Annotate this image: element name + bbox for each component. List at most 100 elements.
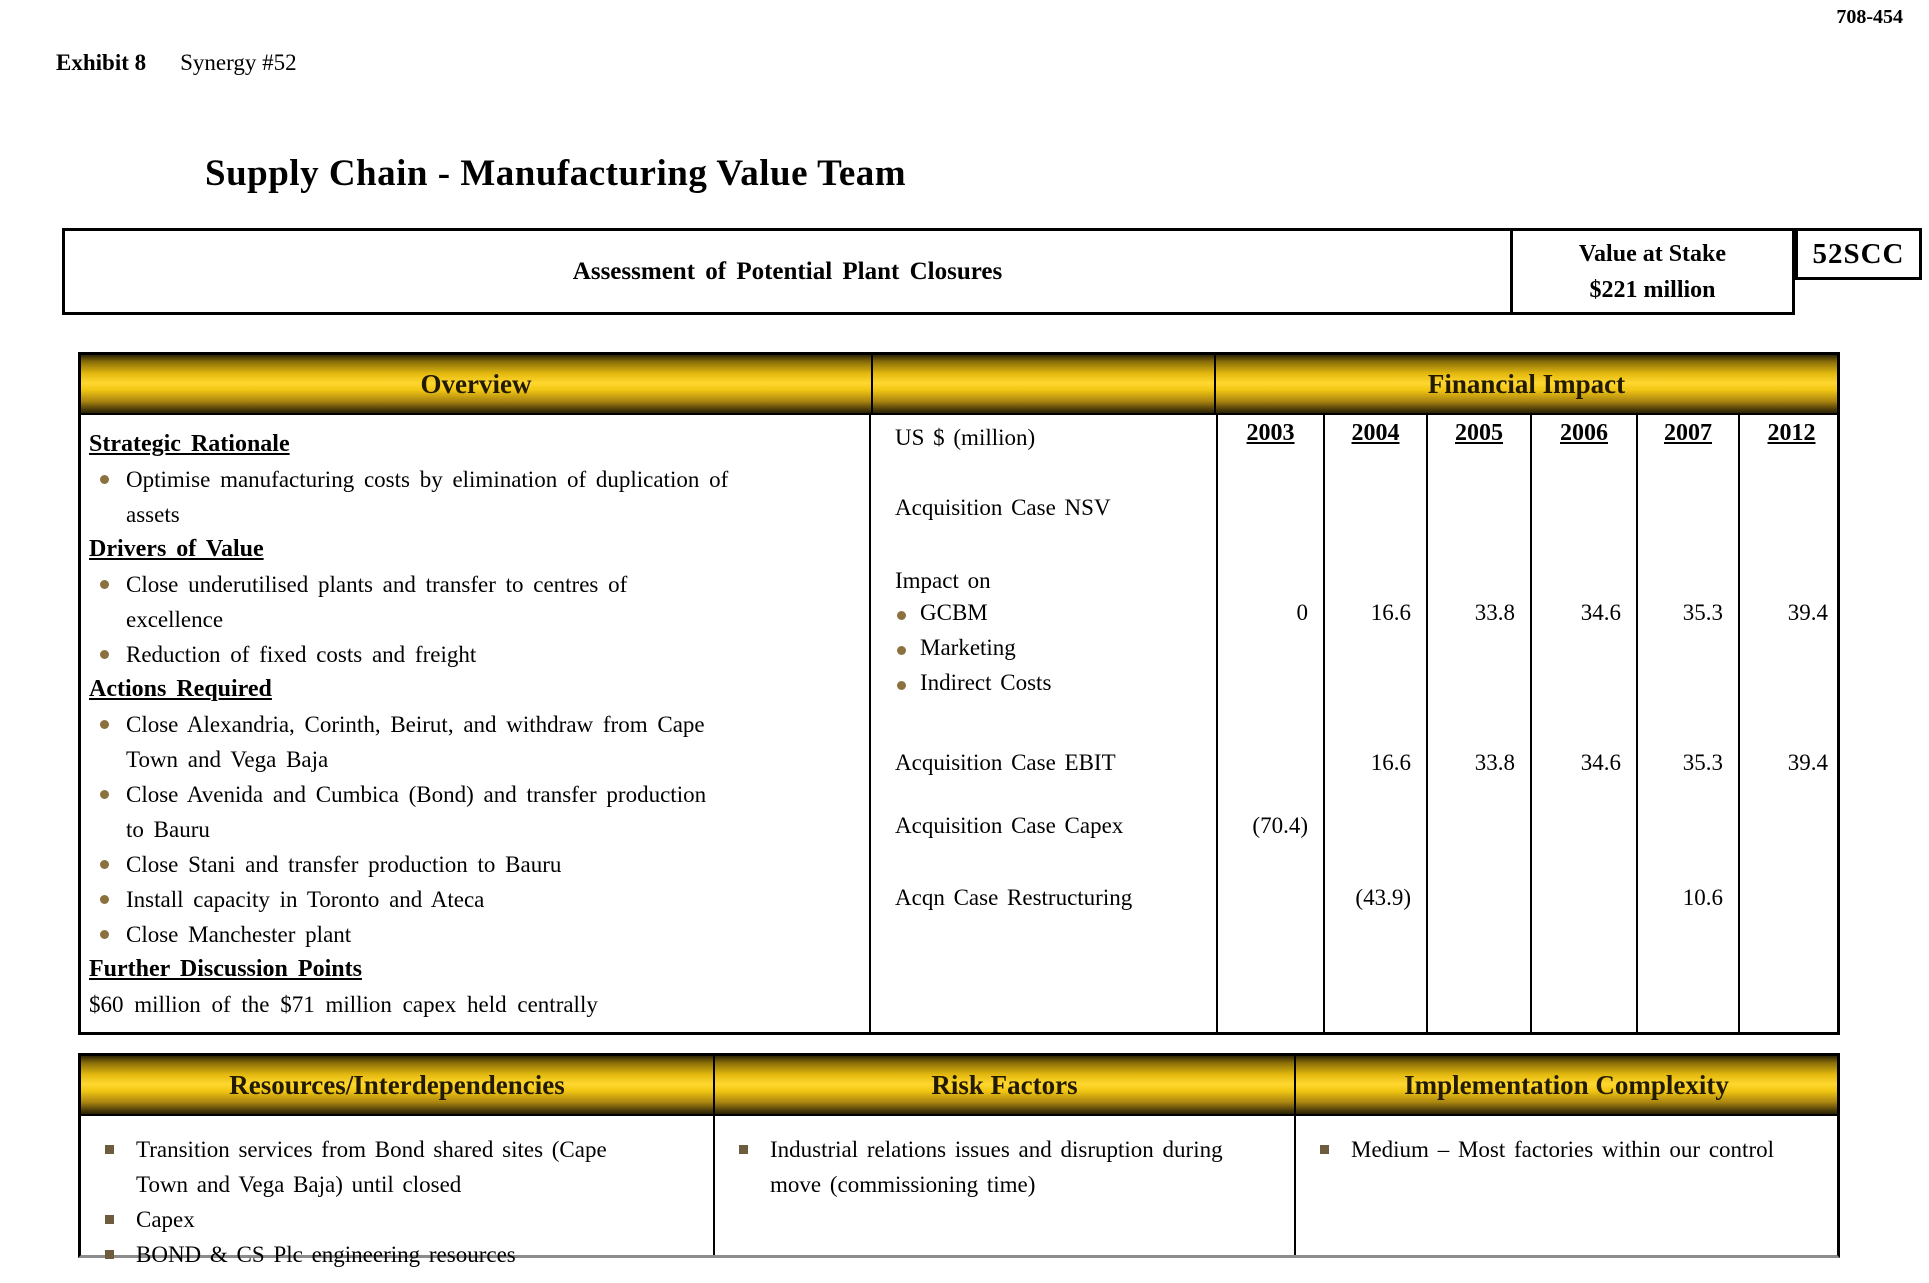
bottom-table-header-bar: Resources/Interdependencies Risk Factors… [81, 1056, 1837, 1116]
value-at-stake-amount: $221 million [1589, 276, 1716, 303]
list-item: Close Avenida and Cumbica (Bond) and tra… [89, 777, 845, 847]
impact-item-label: GCBM [920, 600, 988, 625]
bullet-dot-icon [100, 860, 109, 869]
value-restructuring: (43.9) [1355, 885, 1411, 910]
bullet-dot-icon [100, 580, 109, 589]
bullet-text: Industrial relations issues and disrupti… [770, 1137, 1223, 1197]
implementation-complexity-header: Implementation Complexity [1294, 1056, 1837, 1114]
main-table-header-bar: Overview Financial Impact [81, 355, 1837, 415]
bullet-dot-icon [100, 895, 109, 904]
bullet-text: Optimise manufacturing costs by eliminat… [126, 467, 729, 527]
impact-item-label: Marketing [920, 635, 1016, 660]
value-ebit: 39.4 [1787, 750, 1828, 775]
impact-item-label: Indirect Costs [920, 670, 1052, 695]
risk-factors-header: Risk Factors [713, 1056, 1294, 1114]
value-impact: 39.4 [1787, 600, 1828, 625]
row-label-restructuring: Acqn Case Restructuring [895, 885, 1133, 910]
value-at-stake-label: Value at Stake [1578, 240, 1727, 267]
bottom-table-body: Transition services from Bond shared sit… [81, 1116, 1837, 1267]
section-heading: Drivers of Value [89, 536, 264, 562]
bullet-square-icon [739, 1145, 748, 1154]
gold-spacer-segment [871, 355, 1214, 413]
impact-item: Indirect Costs [895, 670, 1212, 696]
list-item: Transition services from Bond shared sit… [93, 1132, 695, 1202]
bullet-text: Install capacity in Toronto and Ateca [126, 887, 485, 912]
risk-factors-cell: Industrial relations issues and disrupti… [713, 1116, 1294, 1255]
year-column-2007: 2007 35.3 35.3 10.6 [1636, 415, 1738, 1032]
bullet-text: Transition services from Bond shared sit… [136, 1137, 607, 1197]
resources-cell: Transition services from Bond shared sit… [81, 1116, 713, 1267]
overview-header: Overview [420, 368, 532, 399]
page-title: Supply Chain - Manufacturing Value Team [205, 153, 907, 194]
exhibit-number: Synergy #52 [180, 50, 297, 75]
year-header: 2005 [1455, 420, 1503, 446]
year-column-2005: 2005 33.8 33.8 [1426, 415, 1530, 1032]
financial-impact-header: Financial Impact [1214, 355, 1837, 413]
bullet-text: Medium – Most factories within our contr… [1351, 1137, 1774, 1162]
list-item: Capex [93, 1202, 695, 1237]
value-ebit: 16.6 [1370, 750, 1411, 775]
bullet-text: BOND & CS Plc engineering resources [136, 1242, 516, 1267]
bullet-dot-icon [897, 646, 906, 655]
exhibit-line: Exhibit 8 Synergy #52 [56, 50, 297, 76]
row-label-impact-on: Impact on [895, 568, 991, 593]
section-note: $60 million of the $71 million capex hel… [89, 992, 598, 1017]
year-header: 2004 [1351, 420, 1400, 446]
row-label-ebit: Acquisition Case EBIT [895, 750, 1116, 775]
value-impact: 33.8 [1474, 600, 1515, 625]
bullet-square-icon [1320, 1145, 1329, 1154]
bottom-table: Resources/Interdependencies Risk Factors… [78, 1053, 1840, 1267]
row-label-nsv: Acquisition Case NSV [895, 495, 1111, 520]
bullet-square-icon [105, 1215, 114, 1224]
doc-number: 708-454 [1836, 6, 1903, 28]
list-item: Medium – Most factories within our contr… [1308, 1132, 1819, 1167]
year-header: 2007 [1664, 420, 1712, 446]
value-impact: 34.6 [1580, 600, 1621, 625]
overview-body: Strategic Rationale Optimise manufacturi… [81, 415, 871, 1032]
bullet-dot-icon [100, 475, 109, 484]
year-column-2003: 2003 0 (70.4) [1216, 415, 1323, 1032]
main-table: Overview Financial Impact Strategic Rati… [78, 352, 1840, 1035]
list-item: Close Alexandria, Corinth, Beirut, and w… [89, 707, 845, 777]
bullet-dot-icon [100, 720, 109, 729]
bullet-text: Close Manchester plant [126, 922, 352, 947]
assessment-band: Assessment of Potential Plant Closures V… [62, 228, 1795, 315]
bullet-dot-icon [100, 790, 109, 799]
list-item: Industrial relations issues and disrupti… [727, 1132, 1276, 1202]
impact-item: GCBM [895, 600, 1212, 626]
year-header: 2006 [1560, 420, 1608, 446]
resources-header: Resources/Interdependencies [229, 1069, 565, 1100]
bullet-text: Close Avenida and Cumbica (Bond) and tra… [126, 782, 707, 842]
value-restructuring: 10.6 [1682, 885, 1723, 910]
bullet-dot-icon [897, 611, 906, 620]
bullet-dot-icon [100, 930, 109, 939]
list-item: Reduction of fixed costs and freight [89, 637, 845, 672]
list-item: Close Stani and transfer production to B… [89, 847, 845, 882]
list-item: Install capacity in Toronto and Ateca [89, 882, 845, 917]
bullet-square-icon [105, 1145, 114, 1154]
implementation-complexity-cell: Medium – Most factories within our contr… [1294, 1116, 1837, 1255]
row-label-capex: Acquisition Case Capex [895, 813, 1124, 838]
value-capex: (70.4) [1252, 813, 1308, 838]
year-column-2006: 2006 34.6 34.6 [1530, 415, 1636, 1032]
year-header: 2012 [1767, 420, 1816, 446]
year-column-2012: 2012 39.4 39.4 [1738, 415, 1843, 1032]
assessment-cell: Assessment of Potential Plant Closures [572, 257, 1003, 285]
financial-labels-column: US $ (million) Acquisition Case NSV Impa… [871, 415, 1216, 1032]
bullet-dot-icon [100, 650, 109, 659]
impact-item: Marketing [895, 635, 1212, 661]
value-impact: 16.6 [1370, 600, 1411, 625]
unit-label: US $ (million) [895, 425, 1036, 450]
value-ebit: 34.6 [1580, 750, 1621, 775]
list-item: Close Manchester plant [89, 917, 845, 952]
value-at-stake-cell: Value at Stake $221 million [1510, 231, 1792, 312]
section-heading: Further Discussion Points [89, 956, 362, 982]
list-item: Optimise manufacturing costs by eliminat… [89, 462, 845, 532]
value-impact: 35.3 [1682, 600, 1723, 625]
bullet-text: Reduction of fixed costs and freight [126, 642, 477, 667]
year-header: 2003 [1246, 420, 1295, 446]
list-item: BOND & CS Plc engineering resources [93, 1237, 695, 1272]
year-column-2004: 2004 16.6 16.6 (43.9) [1323, 415, 1426, 1032]
bullet-text: Close Stani and transfer production to B… [126, 852, 562, 877]
